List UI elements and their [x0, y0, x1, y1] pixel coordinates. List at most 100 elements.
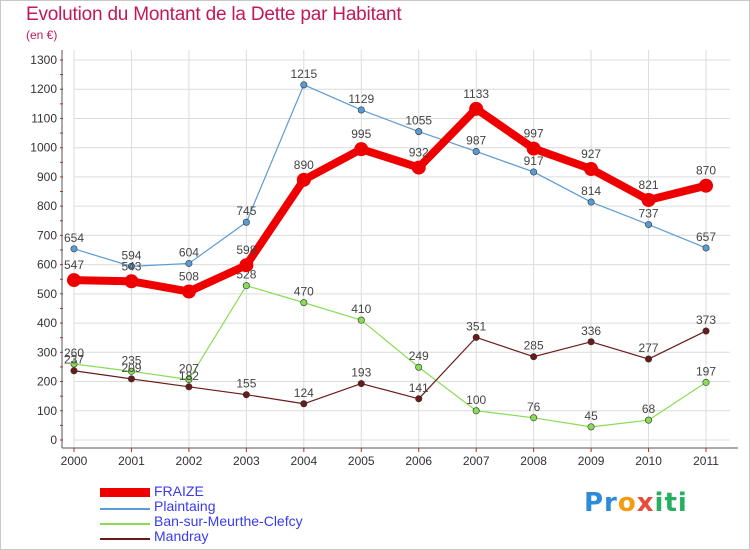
legend-label: FRAIZE	[154, 483, 204, 499]
series-line-ban-sur-meurthe-clefcy	[73, 285, 707, 428]
data-label-fraize: 997	[524, 127, 544, 141]
y-tick-label: 1000	[30, 141, 57, 155]
x-tick-label: 2004	[290, 454, 317, 468]
data-label-plaintaing: 814	[581, 184, 601, 198]
data-point-fraize	[699, 178, 713, 193]
data-label-fraize: 543	[121, 259, 141, 273]
data-label-mandray: 351	[466, 319, 486, 333]
data-label-fraize: 1133	[463, 87, 489, 101]
data-point-plaintaing	[587, 198, 595, 206]
data-point-ban-sur-meurthe-clefcy	[300, 299, 308, 307]
legend-label: Plaintaing	[154, 498, 216, 514]
data-label-fraize: 598	[236, 243, 256, 257]
logo-part-pr: Pr	[584, 488, 618, 518]
x-tick-label: 2008	[520, 454, 547, 468]
data-point-plaintaing	[472, 147, 480, 155]
data-point-plaintaing	[300, 81, 308, 89]
data-label-fraize: 547	[64, 258, 84, 272]
data-label-ban-sur-meurthe-clefcy: 207	[179, 361, 199, 375]
data-point-fraize	[584, 162, 599, 177]
data-point-mandray	[127, 375, 135, 383]
data-point-mandray	[300, 400, 308, 408]
data-label-plaintaing: 987	[466, 133, 486, 147]
data-point-ban-sur-meurthe-clefcy	[70, 360, 78, 368]
logo-part-o: o	[617, 488, 637, 518]
data-point-plaintaing	[645, 221, 653, 229]
data-label-mandray: 141	[409, 381, 429, 395]
data-point-ban-sur-meurthe-clefcy	[415, 363, 423, 371]
data-label-fraize: 508	[179, 270, 199, 284]
x-tick-label: 2007	[463, 454, 490, 468]
data-point-fraize	[181, 284, 196, 299]
data-label-ban-sur-meurthe-clefcy: 249	[409, 349, 429, 363]
data-point-plaintaing	[415, 128, 423, 136]
series-line-plaintaing	[73, 84, 707, 267]
data-label-fraize: 932	[409, 146, 429, 160]
data-point-ban-sur-meurthe-clefcy	[185, 375, 193, 383]
data-point-plaintaing	[702, 244, 710, 252]
logo-part-x: x	[636, 488, 655, 518]
data-point-fraize	[641, 193, 656, 208]
x-tick-label: 2006	[405, 454, 432, 468]
data-label-plaintaing: 917	[524, 154, 544, 168]
data-point-fraize	[526, 141, 541, 156]
x-tick-label: 2011	[693, 454, 719, 468]
data-point-fraize	[354, 142, 369, 157]
data-point-fraize	[296, 172, 311, 187]
data-label-ban-sur-meurthe-clefcy: 45	[584, 409, 598, 423]
data-label-fraize: 995	[351, 127, 371, 141]
data-label-mandray: 373	[696, 313, 716, 327]
data-point-mandray	[702, 327, 710, 335]
y-tick-label: 200	[37, 375, 57, 389]
data-point-mandray	[645, 355, 653, 363]
data-label-ban-sur-meurthe-clefcy: 470	[294, 285, 314, 299]
series-line-mandray	[73, 330, 707, 405]
data-label-mandray: 155	[236, 377, 256, 391]
legend-item: Plaintaing	[100, 498, 400, 516]
chart-title: Evolution du Montant de la Dette par Hab…	[26, 4, 402, 25]
data-point-fraize	[469, 101, 484, 116]
data-label-mandray: 182	[179, 369, 199, 383]
data-label-ban-sur-meurthe-clefcy: 197	[696, 364, 716, 378]
data-point-plaintaing	[530, 168, 538, 176]
chart-unit-label: (en €)	[26, 28, 58, 42]
data-point-fraize	[411, 160, 426, 175]
y-tick-label: 500	[37, 287, 57, 301]
x-tick-label: 2009	[578, 454, 605, 468]
x-tick-label: 2001	[118, 454, 145, 468]
x-tick-label: 2002	[176, 454, 203, 468]
data-label-mandray: 285	[524, 339, 544, 353]
data-point-mandray	[70, 367, 78, 375]
data-point-ban-sur-meurthe-clefcy	[127, 367, 135, 375]
data-label-fraize: 870	[696, 164, 716, 178]
data-point-fraize	[67, 273, 81, 288]
data-point-mandray	[530, 353, 538, 361]
data-point-plaintaing	[242, 218, 250, 226]
proxiti-logo: Proxiti	[584, 488, 688, 518]
data-point-ban-sur-meurthe-clefcy	[530, 414, 538, 422]
data-label-ban-sur-meurthe-clefcy: 100	[466, 393, 486, 407]
data-point-fraize	[239, 258, 254, 273]
legend-swatch	[100, 508, 150, 510]
y-tick-label: 700	[37, 228, 57, 242]
data-label-plaintaing: 737	[639, 207, 659, 221]
legend-label: Mandray	[154, 528, 209, 544]
data-label-ban-sur-meurthe-clefcy: 68	[642, 402, 656, 416]
data-label-mandray: 277	[639, 341, 659, 355]
x-tick-label: 2000	[61, 454, 88, 468]
y-tick-label: 0	[50, 433, 57, 447]
data-point-plaintaing	[70, 245, 78, 253]
data-label-fraize: 890	[294, 158, 314, 172]
legend-label: Ban-sur-Meurthe-Clefcy	[154, 513, 303, 529]
chart-legend: FRAIZE Plaintaing Ban-sur-Meurthe-Clefcy Ma…	[100, 483, 400, 546]
data-label-plaintaing: 1215	[290, 67, 317, 81]
y-tick-label: 600	[37, 258, 57, 272]
data-label-ban-sur-meurthe-clefcy: 235	[121, 353, 141, 367]
data-point-ban-sur-meurthe-clefcy	[242, 282, 250, 290]
data-point-mandray	[357, 380, 365, 388]
data-label-ban-sur-meurthe-clefcy: 410	[351, 302, 371, 316]
data-label-mandray: 209	[121, 361, 141, 375]
y-tick-label: 300	[37, 345, 57, 359]
data-label-mandray: 237	[64, 353, 84, 367]
